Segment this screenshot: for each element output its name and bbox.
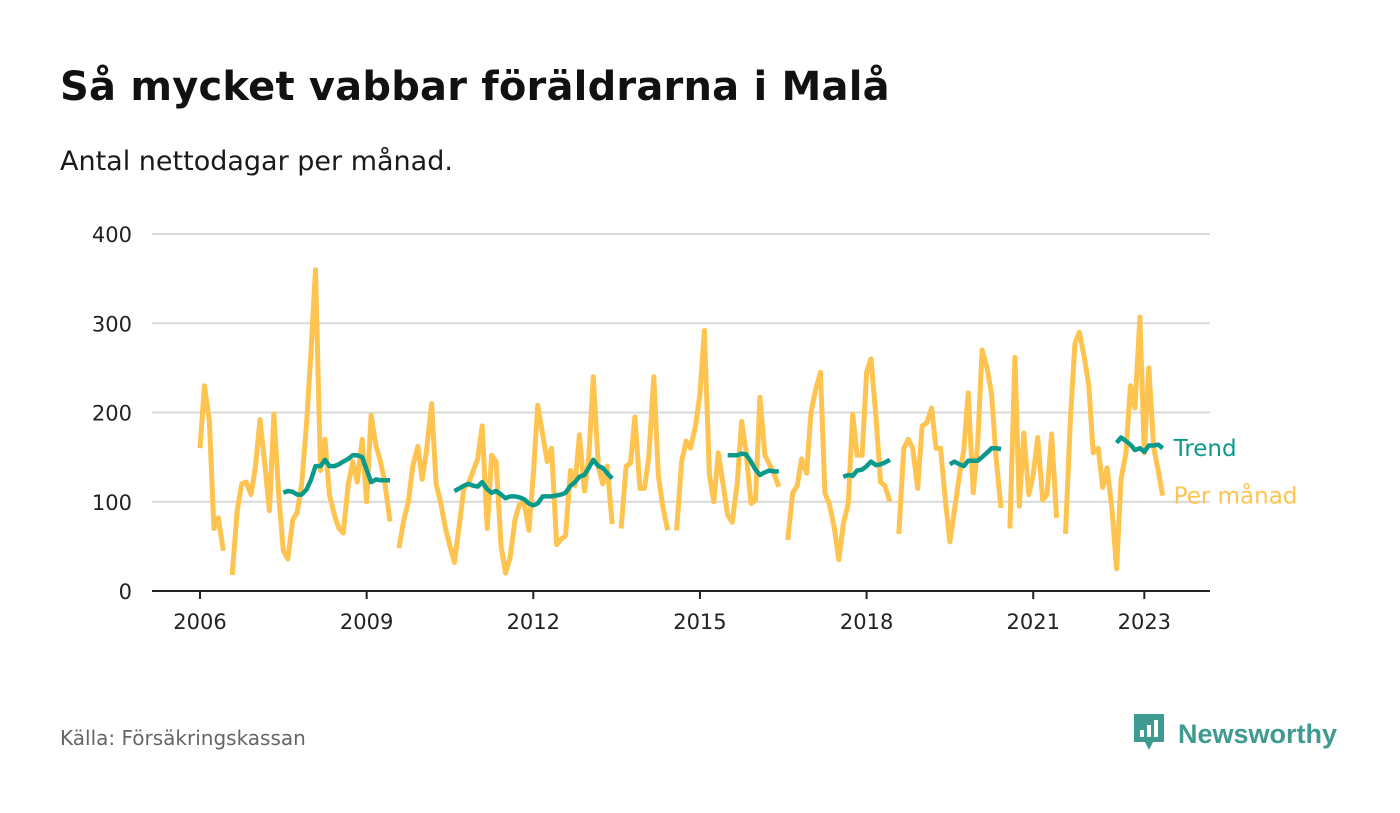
bar-chart-speech-bubble-icon (1132, 712, 1166, 756)
y-tick-label: 0 (119, 580, 132, 604)
series-legend: Trend Per månad (1173, 436, 1298, 509)
brand: Newsworthy (1132, 712, 1337, 756)
x-axis-ticks: 2006 2009 2012 2015 2018 2021 2023 (173, 591, 1171, 634)
x-tick-label: 2021 (1007, 610, 1060, 634)
series-line-trend (842, 457, 891, 479)
chart-title: Så mycket vabbar föräldrarna i Malå (60, 64, 890, 110)
legend-label-per-manad: Per månad (1174, 482, 1298, 510)
x-tick-label: 2006 (173, 610, 226, 634)
legend-label-trend: Trend (1173, 436, 1237, 462)
series-line-per-manad (229, 267, 393, 576)
series-line-per-manad (396, 374, 615, 576)
chart-subtitle: Antal nettodagar per månad. (60, 146, 453, 177)
series-line-trend (282, 453, 390, 497)
x-tick-label: 2018 (840, 610, 893, 634)
x-tick-label: 2015 (673, 610, 726, 634)
series-line-per-manad (1063, 314, 1166, 572)
series-line-trend (948, 445, 1002, 469)
x-tick-label: 2009 (340, 610, 393, 634)
series-line-trend (1114, 435, 1165, 455)
source-note: Källa: Försäkringskassan (60, 726, 306, 750)
series-line-per-manad (197, 383, 226, 552)
x-tick-label: 2012 (507, 610, 560, 634)
y-tick-label: 300 (92, 312, 132, 336)
series-line-per-manad (674, 327, 782, 531)
x-tick-label: 2023 (1118, 610, 1171, 634)
series-lines (197, 267, 1166, 576)
y-tick-label: 200 (92, 402, 132, 426)
series-line-trend (727, 451, 779, 478)
y-tick-label: 400 (92, 223, 132, 247)
series-line-per-manad (1007, 354, 1060, 529)
y-axis-ticks: 0 100 200 300 400 (92, 223, 132, 604)
y-tick-label: 100 (92, 491, 132, 515)
series-line-trend (453, 457, 614, 508)
series-line-per-manad (785, 356, 893, 563)
series-line-per-manad (618, 374, 671, 531)
brand-name: Newsworthy (1178, 718, 1338, 749)
series-line-per-manad (896, 347, 1004, 545)
